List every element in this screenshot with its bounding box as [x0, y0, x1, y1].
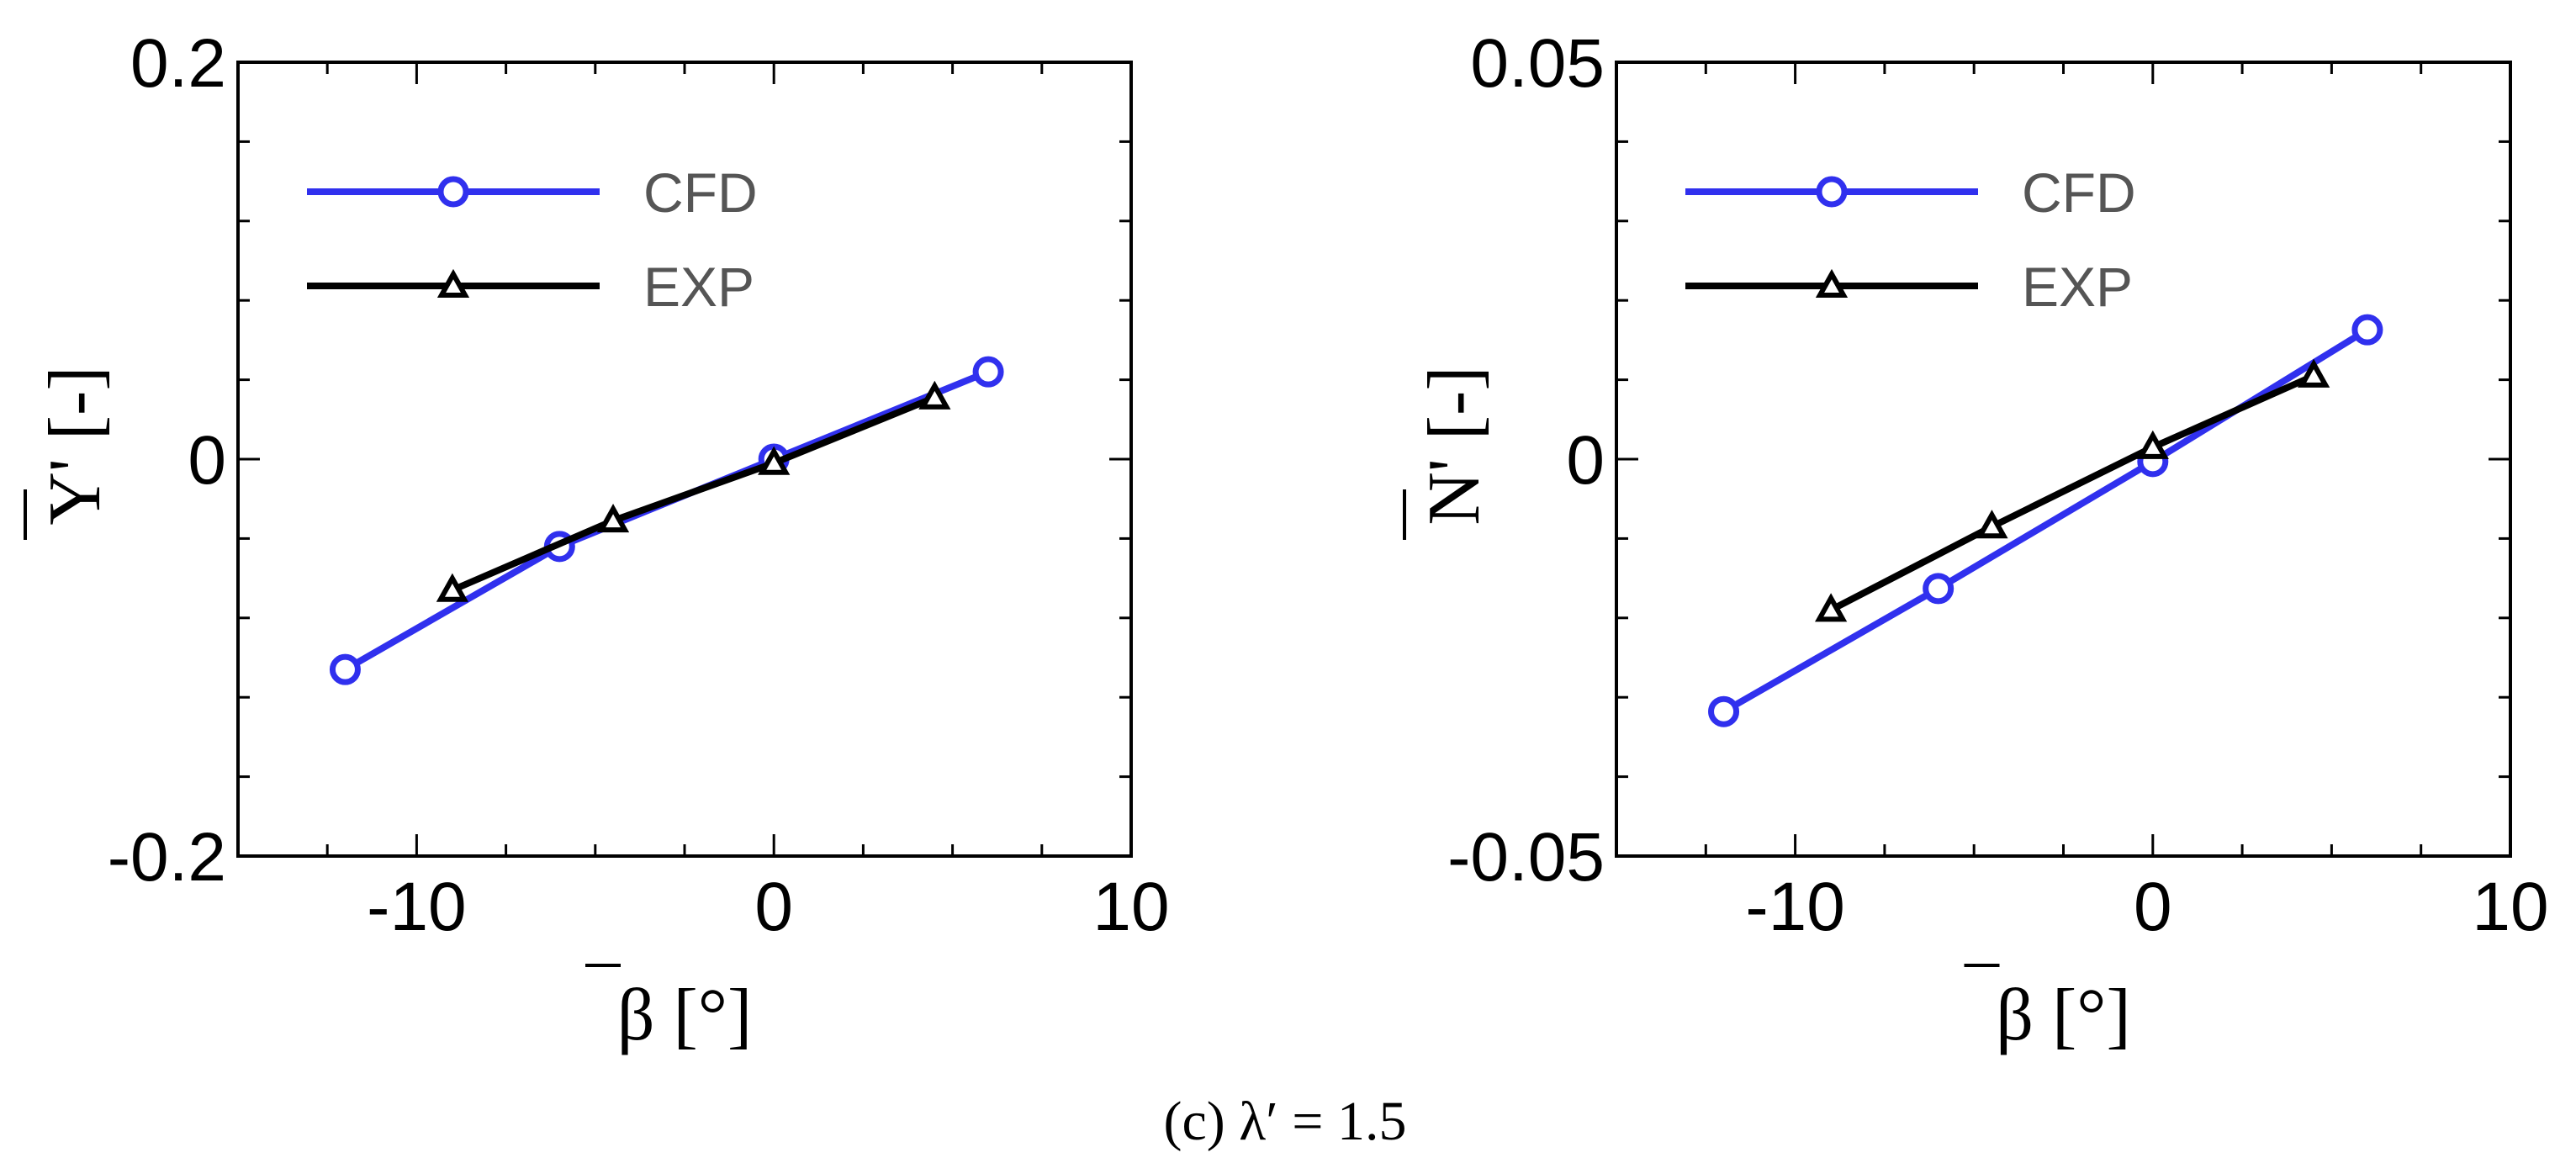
x-tick-label: -10 — [367, 869, 467, 945]
x-tick-label: 10 — [2472, 869, 2548, 945]
x-tick-label: -10 — [1745, 869, 1845, 945]
x-tick-label: 10 — [1092, 869, 1169, 945]
y-axis-title-group: N' [-] — [1414, 366, 1495, 525]
figure-caption: (c) λ′ = 1.5 — [1164, 1091, 1407, 1152]
data-point-cfd — [1708, 695, 1740, 727]
x-tick-label: 0 — [754, 869, 793, 945]
x-tick-label: 0 — [2134, 869, 2172, 945]
data-point-exp — [1815, 593, 1848, 622]
y-axis-title: N' [-] — [1414, 366, 1495, 525]
data-point-exp — [596, 504, 630, 533]
data-point-cfd — [329, 653, 361, 685]
data-point-cfd — [1923, 573, 1954, 605]
y-tick-label: 0 — [1566, 422, 1605, 499]
y-tick-label: -0.05 — [1447, 819, 1605, 896]
y-tick-label: 0.05 — [1470, 25, 1605, 102]
data-point-exp — [2136, 430, 2169, 459]
data-point-exp — [918, 380, 951, 410]
series-line-cfd — [1722, 326, 2370, 715]
data-point-exp — [2298, 358, 2330, 388]
x-axis-title: β [°] — [617, 975, 753, 1056]
data-point-exp — [758, 446, 791, 475]
legend-label-exp: EXP — [643, 256, 754, 318]
data-point-cfd — [972, 356, 1004, 388]
x-axis-title: β [°] — [1996, 975, 2131, 1056]
data-point-exp — [1976, 510, 2008, 539]
legend-label-cfd: CFD — [2022, 161, 2136, 224]
chart-sway-force: -10 0 10 -0.2 0 0.2 β [°] Y' [-] CFD EXP — [24, 25, 1170, 1056]
legend-marker-exp — [1815, 268, 1849, 298]
legend-marker-cfd — [437, 176, 469, 208]
y-axis-title-group: Y' [-] — [34, 366, 116, 525]
y-tick-label: 0 — [188, 422, 226, 499]
y-tick-label: -0.2 — [108, 819, 226, 896]
legend-label-exp: EXP — [2022, 256, 2133, 318]
y-tick-label: 0.2 — [130, 25, 226, 102]
series-line-exp — [1829, 373, 2315, 613]
data-point-cfd — [2351, 314, 2383, 346]
legend-marker-cfd — [1816, 176, 1848, 208]
legend-marker-exp — [436, 268, 470, 298]
legend-label-cfd: CFD — [643, 161, 758, 224]
y-axis-title: Y' [-] — [34, 366, 116, 525]
chart-yaw-moment: -10 0 10 -0.05 0 0.05 β [°] N' [-] CFD EXP — [1403, 25, 2549, 1056]
data-point-exp — [436, 573, 468, 602]
series-line-exp — [451, 394, 936, 594]
